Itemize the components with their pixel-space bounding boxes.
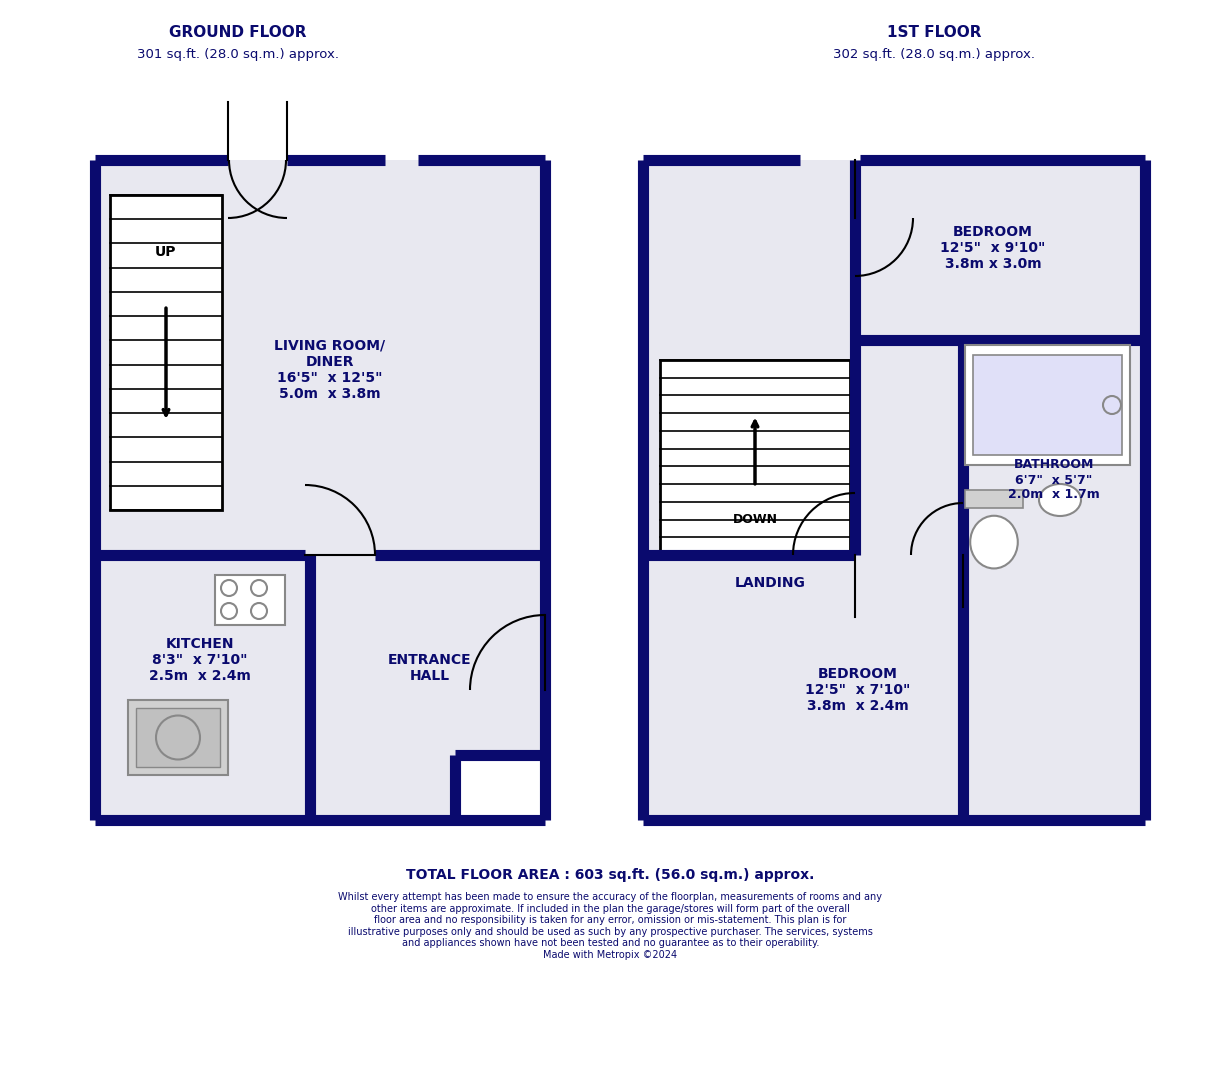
Text: TOTAL FLOOR AREA : 603 sq.ft. (56.0 sq.m.) approx.: TOTAL FLOOR AREA : 603 sq.ft. (56.0 sq.m…: [407, 868, 814, 882]
Bar: [215, 575, 284, 625]
Bar: [661, 360, 850, 555]
Text: BATHROOM
6'7"  x 5'7"
2.0m  x 1.7m: BATHROOM 6'7" x 5'7" 2.0m x 1.7m: [1009, 459, 1100, 501]
Bar: [965, 490, 1023, 508]
Ellipse shape: [971, 516, 1018, 568]
Text: 302 sq.ft. (28.0 sq.m.) approx.: 302 sq.ft. (28.0 sq.m.) approx.: [833, 48, 1035, 60]
Bar: [95, 160, 545, 820]
Text: 301 sq.ft. (28.0 sq.m.) approx.: 301 sq.ft. (28.0 sq.m.) approx.: [137, 48, 339, 60]
Text: LANDING: LANDING: [735, 576, 806, 590]
Text: KITCHEN
8'3"  x 7'10"
2.5m  x 2.4m: KITCHEN 8'3" x 7'10" 2.5m x 2.4m: [149, 637, 252, 684]
Bar: [965, 345, 1129, 465]
Bar: [136, 708, 220, 767]
Bar: [455, 755, 545, 820]
Text: BEDROOM
12'5"  x 9'10"
3.8m x 3.0m: BEDROOM 12'5" x 9'10" 3.8m x 3.0m: [940, 225, 1045, 271]
Text: LIVING ROOM/
DINER
16'5"  x 12'5"
5.0m  x 3.8m: LIVING ROOM/ DINER 16'5" x 12'5" 5.0m x …: [275, 339, 386, 402]
Text: BEDROOM
12'5"  x 7'10"
3.8m  x 2.4m: BEDROOM 12'5" x 7'10" 3.8m x 2.4m: [806, 666, 911, 713]
Ellipse shape: [1039, 484, 1081, 516]
Bar: [110, 195, 222, 510]
Bar: [973, 355, 1122, 455]
Text: Whilst every attempt has been made to ensure the accuracy of the floorplan, meas: Whilst every attempt has been made to en…: [338, 892, 883, 960]
Text: GROUND FLOOR: GROUND FLOOR: [170, 25, 306, 40]
Text: DOWN: DOWN: [733, 513, 778, 526]
Bar: [643, 160, 1145, 820]
Text: 1ST FLOOR: 1ST FLOOR: [886, 25, 982, 40]
Bar: [128, 700, 228, 775]
Text: UP: UP: [155, 245, 177, 259]
Text: ENTRANCE
HALL: ENTRANCE HALL: [388, 653, 471, 684]
